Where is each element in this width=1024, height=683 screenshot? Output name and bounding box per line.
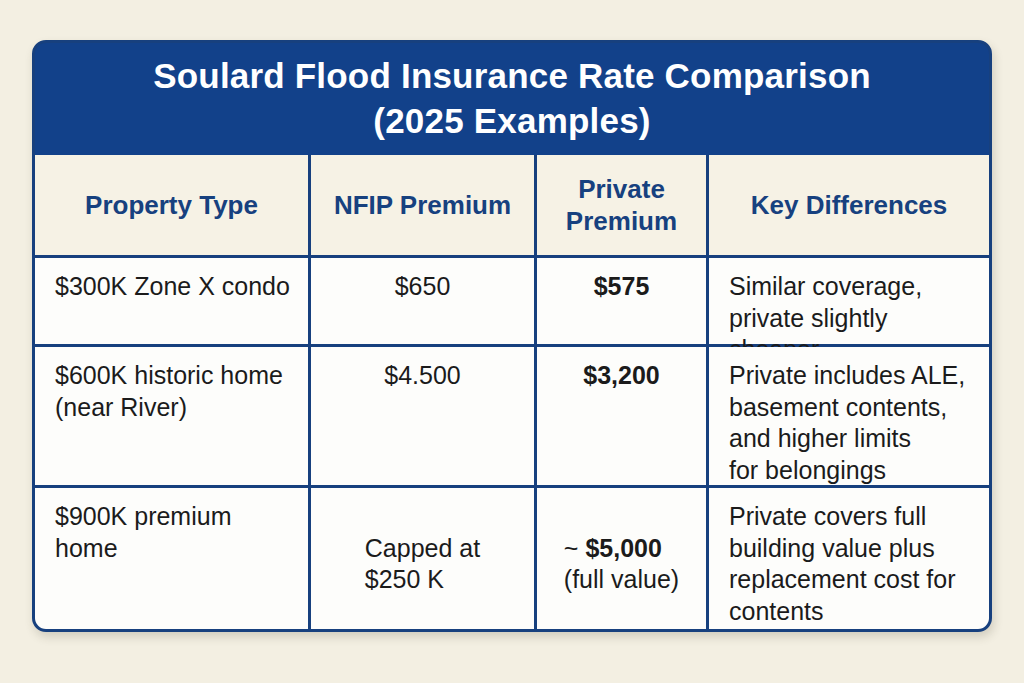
comparison-card: Soulard Flood Insurance Rate Comparison … bbox=[32, 40, 992, 632]
header-cell-private-premium: Private Premium bbox=[537, 155, 706, 255]
comparison-table: Property Type NFIP Premium Private Premi… bbox=[35, 155, 989, 629]
page-title: Soulard Flood Insurance Rate Comparison bbox=[153, 54, 871, 99]
cell-r1-nfip: $650 bbox=[311, 258, 534, 344]
private-full-value: ~ $5,000(full value) bbox=[564, 533, 679, 596]
cell-r2-nfip: $4.500 bbox=[311, 347, 534, 485]
private-note: (full value) bbox=[564, 564, 679, 596]
cell-r3-private: ~ $5,000(full value) bbox=[537, 488, 706, 632]
cell-r1-property: $300K Zone X condo bbox=[35, 258, 308, 344]
cell-r1-differences: Similar coverage, private slightly cheap… bbox=[709, 258, 989, 344]
private-amount: $5,000 bbox=[585, 534, 661, 562]
header-cell-nfip-premium: NFIP Premium bbox=[311, 155, 534, 255]
cell-r2-property: $600K historic home (near River) bbox=[35, 347, 308, 485]
header-cell-key-differences: Key Differences bbox=[709, 155, 989, 255]
nfip-capped-value: Capped at $250 K bbox=[365, 533, 480, 596]
cell-r3-property: $900K premium home bbox=[35, 488, 308, 632]
approx-symbol: ~ bbox=[564, 534, 586, 562]
cell-r3-differences: Private covers full building value plus … bbox=[709, 488, 989, 632]
cell-r1-private: $575 bbox=[537, 258, 706, 344]
title-band: Soulard Flood Insurance Rate Comparison … bbox=[35, 43, 989, 155]
header-cell-property-type: Property Type bbox=[35, 155, 308, 255]
cell-r2-private: $3,200 bbox=[537, 347, 706, 485]
cell-r2-differences: Private includes ALE, basement contents,… bbox=[709, 347, 989, 485]
cell-r3-nfip: Capped at $250 K bbox=[311, 488, 534, 632]
page-subtitle: (2025 Examples) bbox=[373, 99, 650, 144]
